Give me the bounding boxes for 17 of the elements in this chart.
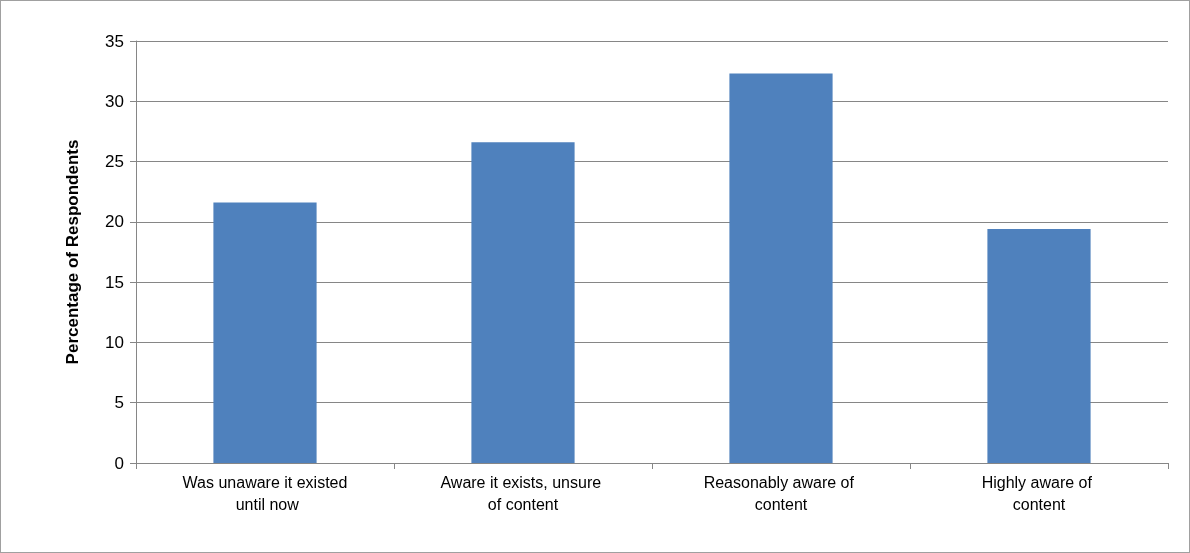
x-tick-label: Aware it exists, unsure of content [440,473,606,513]
x-tick-label: Was unaware it existed until now [182,473,348,513]
y-tick-label: 30 [105,91,124,111]
bar [213,202,317,463]
x-tick-label: Reasonably aware of content [703,473,859,513]
y-tick-label: 20 [105,212,124,232]
y-tick-label: 35 [105,31,124,51]
y-tick-label: 25 [105,152,124,172]
y-tick-label: 15 [105,272,124,292]
bar [729,73,833,463]
bar [471,142,575,463]
y-tick-label: 10 [105,332,124,352]
x-tick-label: Highly aware of content [981,473,1097,513]
y-tick-label: 5 [114,393,124,413]
y-axis-title: Percentage of Respondents [63,139,82,365]
bar [987,229,1091,463]
y-tick-label: 0 [114,453,124,473]
